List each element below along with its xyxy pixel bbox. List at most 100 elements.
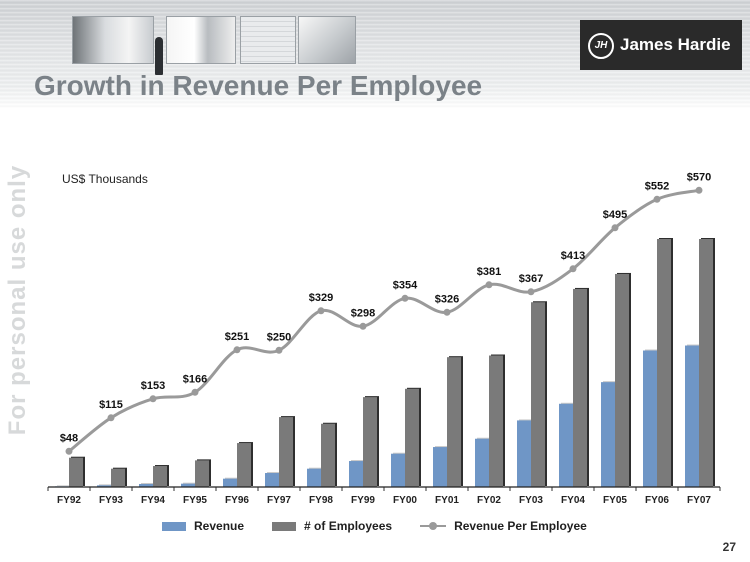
rpe-point <box>485 281 493 289</box>
rpe-point <box>653 195 661 203</box>
rpe-data-label: $115 <box>99 399 123 411</box>
rpe-data-label: $153 <box>141 380 165 392</box>
rpe-point <box>65 447 73 455</box>
header-photo-doorway <box>166 16 236 64</box>
revenue-bar-shadow <box>57 485 71 486</box>
employees-bar <box>69 457 83 487</box>
x-tick-label: FY02 <box>477 495 501 506</box>
revenue-bar <box>475 438 489 487</box>
rpe-point <box>611 224 619 232</box>
x-tick-label: FY04 <box>561 495 585 506</box>
revenue-bar <box>559 403 573 487</box>
legend-line-marker-icon <box>420 522 447 530</box>
rpe-data-label: $250 <box>267 331 291 343</box>
legend-item-employees: # of Employees <box>272 519 392 533</box>
legend-swatch-revenue <box>162 521 186 531</box>
employees-bar <box>321 423 335 487</box>
revenue-bar <box>97 485 111 487</box>
x-tick-label: FY97 <box>267 495 291 506</box>
x-tick-label: FY05 <box>603 495 627 506</box>
employees-bar <box>363 397 377 487</box>
revenue-bar <box>181 483 195 487</box>
x-tick-label: FY00 <box>393 495 417 506</box>
revenue-bar <box>601 382 615 487</box>
employees-bar <box>573 288 587 487</box>
rpe-point <box>149 395 157 403</box>
slide-title: Growth in Revenue Per Employee <box>34 70 483 101</box>
bars-group <box>55 238 715 487</box>
rpe-line-group: $48 $115 $153 $166 $251 $250 $329 $298 $354 $326 $… <box>60 171 711 455</box>
employees-bar <box>531 302 545 487</box>
rpe-point <box>275 346 283 354</box>
rpe-point <box>317 307 325 315</box>
header-photo-facade <box>298 16 356 64</box>
employees-bar <box>237 443 251 487</box>
x-tick-label: FY96 <box>225 495 249 506</box>
revenue-bar-shadow <box>99 484 113 486</box>
employees-bar <box>405 388 419 487</box>
rpe-data-label: $326 <box>435 293 459 305</box>
rpe-data-label: $495 <box>603 209 627 221</box>
x-tick-label: FY93 <box>99 495 123 506</box>
revenue-bar <box>685 345 699 487</box>
x-tick-label: FY01 <box>435 495 459 506</box>
rpe-data-label: $48 <box>60 432 78 444</box>
header-photo-office <box>72 16 163 75</box>
rpe-data-label: $251 <box>225 331 249 343</box>
units-label: US$ Thousands <box>62 172 148 186</box>
rpe-data-label: $354 <box>393 279 418 291</box>
rpe-series-line <box>68 188 700 453</box>
x-axis: FY92 FY93 FY94 FY95 FY96 FY97 FY98 FY99 FY00 FY01… <box>47 486 721 506</box>
rpe-data-label: $367 <box>519 273 543 285</box>
x-tick-label: FY06 <box>645 495 669 506</box>
revenue-bar <box>517 420 531 487</box>
employees-bar <box>699 239 713 487</box>
rpe-data-label: $413 <box>561 250 585 262</box>
jh-logo-icon: JH <box>588 33 614 59</box>
rpe-point <box>233 346 241 354</box>
logo-text: James Hardie <box>620 35 731 54</box>
employees-bar <box>195 460 209 487</box>
rpe-point <box>569 265 577 273</box>
employees-bar <box>111 468 125 487</box>
rpe-point <box>359 322 367 330</box>
x-tick-label: FY98 <box>309 495 333 506</box>
rpe-data-label: $298 <box>351 307 375 319</box>
x-tick-label: FY94 <box>141 495 165 506</box>
revenue-bar <box>349 461 363 487</box>
legend-item-revenue: Revenue <box>162 519 244 533</box>
revenue-bar <box>265 473 279 487</box>
legend-item-rpe: Revenue Per Employee <box>420 519 587 533</box>
rpe-data-label: $381 <box>477 266 501 278</box>
rpe-data-label: $329 <box>309 292 333 304</box>
revenue-bar <box>433 447 447 487</box>
revenue-bar <box>139 484 153 487</box>
legend-label-rpe: Revenue Per Employee <box>454 519 587 533</box>
x-tick-label: FY07 <box>687 495 711 506</box>
employees-bar <box>279 417 293 487</box>
employees-bar <box>657 239 671 487</box>
rpe-data-label: $552 <box>645 180 669 192</box>
employees-bar <box>489 355 503 487</box>
revenue-bar <box>643 350 657 487</box>
employees-bar <box>153 466 167 487</box>
header-photo-siding <box>240 16 296 64</box>
employees-bar <box>615 273 629 487</box>
x-tick-label: FY03 <box>519 495 543 506</box>
x-tick-label: FY99 <box>351 495 375 506</box>
rpe-data-label: $570 <box>687 171 711 183</box>
legend-label-revenue: Revenue <box>194 519 245 533</box>
revenue-bar <box>223 478 237 487</box>
page-number: 27 <box>722 540 736 554</box>
x-tick-label: FY95 <box>183 495 207 506</box>
rpe-point <box>695 186 703 194</box>
x-tick-label: FY92 <box>57 495 81 506</box>
revenue-bar <box>307 468 321 487</box>
person-silhouette <box>155 37 163 75</box>
revenue-bar <box>391 453 405 487</box>
legend: Revenue # of Employees Revenue Per Emplo… <box>162 516 615 536</box>
legend-swatch-employees <box>272 521 297 531</box>
rpe-point <box>107 414 115 422</box>
rpe-point <box>191 388 199 396</box>
